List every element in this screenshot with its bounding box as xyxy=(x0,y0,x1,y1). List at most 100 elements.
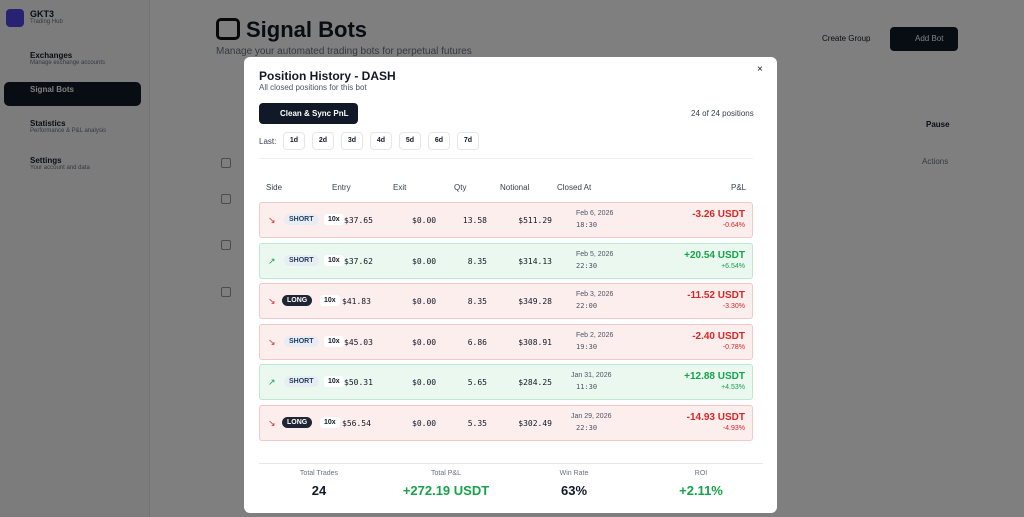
entry: $56.54 xyxy=(342,419,371,428)
side-badge: SHORT xyxy=(284,254,319,266)
stat-label: Total P&L xyxy=(431,470,461,477)
exit: $0.00 xyxy=(412,216,437,225)
side-badge: LONG xyxy=(282,417,313,428)
range-button[interactable]: 4d xyxy=(370,132,392,150)
qty: 13.58 xyxy=(462,216,487,225)
close-time: 19:30 xyxy=(576,342,598,351)
pnl: -14.93 USDT xyxy=(686,412,745,423)
position-row: ↗ SHORT 10x $37.62 $0.00 8.35 $314.13 Feb 5, 20… xyxy=(259,242,753,279)
side-badge: SHORT xyxy=(284,335,319,347)
exit: $0.00 xyxy=(412,256,437,266)
notional: $302.49 xyxy=(518,419,552,428)
position-row: ↘ SHORT 10x $37.65 $0.00 13.58 $511.29 Feb 6, 2… xyxy=(259,202,753,238)
close-time: 22:00 xyxy=(576,302,598,311)
close-time: 22:30 xyxy=(576,424,598,432)
column-header: P&L xyxy=(731,183,747,192)
divider xyxy=(259,158,753,159)
position-row: ↗ SHORT 10x $50.31 $0.00 5.65 $284.25 Jan 31, 2… xyxy=(259,364,753,401)
exit: $0.00 xyxy=(412,337,437,347)
exit: $0.00 xyxy=(412,378,437,388)
range-button[interactable]: 7d xyxy=(457,132,479,150)
column-header: Side xyxy=(266,183,283,192)
sync-button[interactable]: Clean & Sync PnL xyxy=(259,103,358,124)
close-time: 22:30 xyxy=(576,261,598,270)
close-date: Feb 6, 2026 xyxy=(576,210,614,217)
range-button[interactable]: 6d xyxy=(428,132,450,150)
stat-label: ROI xyxy=(694,470,708,477)
qty: 8.35 xyxy=(467,256,487,266)
close-date: Feb 2, 2026 xyxy=(576,331,614,339)
notional: $314.13 xyxy=(518,256,552,266)
position-row: ↘ LONG 10x $56.54 $0.00 5.35 $302.49 Jan 29, 20… xyxy=(259,405,753,441)
stat-label: Win Rate xyxy=(559,470,589,477)
leverage: 10x xyxy=(320,417,340,428)
column-header: Closed At xyxy=(557,183,592,192)
close[interactable]: × xyxy=(757,64,763,75)
notional: $349.28 xyxy=(518,297,552,307)
side-badge: LONG xyxy=(282,295,313,307)
close-date: Jan 31, 2026 xyxy=(571,372,612,380)
leverage: 10x xyxy=(320,295,340,307)
stat-value: +272.19 USDT xyxy=(402,483,490,498)
qty: 6.86 xyxy=(467,337,487,347)
column-header: Qty xyxy=(454,183,467,192)
pnl-percent: +4.53% xyxy=(721,384,745,392)
leverage: 10x xyxy=(324,335,344,347)
pnl-percent: -0.64% xyxy=(722,222,745,229)
divider xyxy=(259,463,763,464)
exit: $0.00 xyxy=(412,419,437,428)
exit: $0.00 xyxy=(412,297,437,307)
position-row: ↘ LONG 10x $41.83 $0.00 8.35 $349.28 Feb 3, 202… xyxy=(259,283,753,320)
trend-icon: ↗ xyxy=(268,377,276,388)
stat-label: Total Trades xyxy=(299,470,339,477)
pnl-percent: -4.93% xyxy=(722,425,745,432)
entry: $37.62 xyxy=(344,256,373,266)
leverage: 10x xyxy=(324,214,344,225)
trend-icon: ↘ xyxy=(268,418,276,428)
trend-icon: ↘ xyxy=(268,336,276,347)
column-header: Exit xyxy=(393,183,407,192)
entry: $41.83 xyxy=(342,297,371,307)
trend-icon: ↘ xyxy=(268,296,276,307)
leverage: 10x xyxy=(324,254,344,266)
qty: 5.35 xyxy=(467,419,487,428)
column-header: Notional xyxy=(500,183,530,192)
position-count: 24 of 24 positions xyxy=(691,109,754,118)
modal-subtitle: All closed positions for this bot xyxy=(259,83,367,92)
range-button[interactable]: 2d xyxy=(312,132,334,150)
pnl: -3.26 USDT xyxy=(692,209,745,220)
notional: $284.25 xyxy=(518,378,552,388)
qty: 8.35 xyxy=(467,297,487,307)
close-time: 11:30 xyxy=(576,383,598,392)
stat-value: +2.11% xyxy=(679,483,723,498)
position-row: ↘ SHORT 10x $45.03 $0.00 6.86 $308.91 Feb 2, 20… xyxy=(259,323,753,360)
stat-value: 63% xyxy=(560,483,588,498)
pnl: -2.40 USDT xyxy=(692,330,745,342)
pnl: +12.88 USDT xyxy=(684,371,745,383)
pnl: +20.54 USDT xyxy=(684,249,745,261)
notional: $308.91 xyxy=(518,337,552,347)
entry: $50.31 xyxy=(344,378,373,388)
column-header: Entry xyxy=(332,183,351,192)
pnl-percent: +6.54% xyxy=(721,262,745,270)
entry: $45.03 xyxy=(344,337,373,347)
qty: 5.65 xyxy=(467,378,487,388)
entry: $37.65 xyxy=(344,216,373,225)
range-button[interactable]: 1d xyxy=(283,132,305,150)
close-date: Feb 3, 2026 xyxy=(576,291,614,299)
side-badge: SHORT xyxy=(284,214,319,225)
pnl-percent: -3.30% xyxy=(722,303,745,311)
trend-icon: ↗ xyxy=(268,255,276,266)
pnl-percent: -0.78% xyxy=(722,343,745,351)
close-time: 18:30 xyxy=(576,221,598,229)
range-button[interactable]: 3d xyxy=(341,132,363,150)
last-label: Last: xyxy=(259,137,277,146)
side-badge: SHORT xyxy=(284,376,319,388)
range-button[interactable]: 5d xyxy=(399,132,421,150)
modal-title: Position History - DASH xyxy=(259,69,396,83)
pnl: -11.52 USDT xyxy=(687,290,745,302)
stat-value: 24 xyxy=(311,483,327,498)
leverage: 10x xyxy=(324,376,344,388)
close-date: Jan 29, 2026 xyxy=(571,413,612,420)
